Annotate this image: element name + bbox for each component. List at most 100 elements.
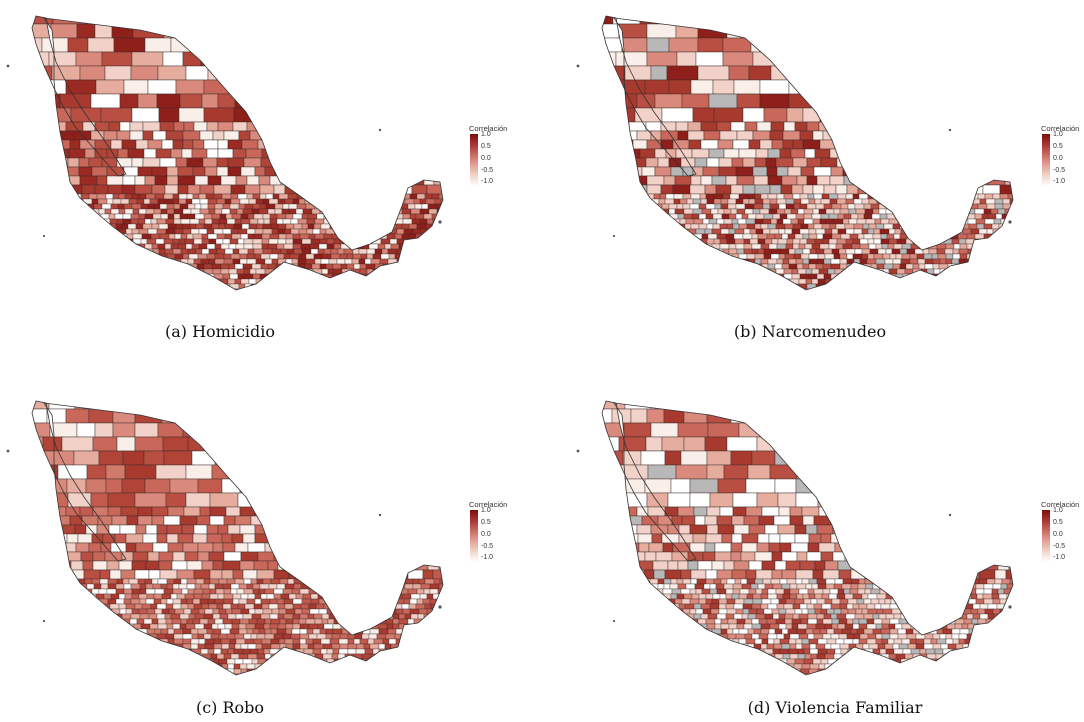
municipality [626, 228, 637, 235]
municipality [127, 268, 136, 275]
municipality [109, 648, 117, 655]
municipality [157, 623, 168, 630]
municipality [167, 542, 184, 553]
municipality [318, 288, 328, 290]
municipality [642, 263, 653, 270]
municipality [193, 593, 203, 600]
municipality [228, 243, 237, 250]
municipality [284, 583, 295, 590]
municipality [434, 515, 443, 526]
municipality [845, 273, 855, 280]
municipality [359, 478, 390, 494]
municipality [69, 213, 79, 220]
municipality [239, 618, 250, 625]
island [438, 220, 442, 224]
municipality [70, 628, 78, 635]
municipality [370, 258, 381, 265]
municipality [284, 436, 310, 452]
municipality [711, 175, 727, 186]
municipality [997, 268, 1006, 275]
municipality [39, 263, 47, 270]
municipality [915, 278, 925, 285]
municipality [223, 130, 240, 141]
municipality [364, 603, 372, 610]
municipality [102, 668, 113, 675]
municipality [289, 253, 300, 260]
municipality [602, 248, 604, 255]
municipality [150, 218, 158, 225]
municipality [253, 560, 269, 571]
municipality [434, 633, 442, 640]
municipality [208, 208, 216, 215]
municipality [751, 233, 759, 240]
municipality [445, 259, 453, 264]
municipality [236, 588, 245, 595]
municipality [214, 598, 225, 605]
municipality [899, 263, 907, 270]
municipality [57, 524, 76, 535]
municipality [607, 203, 618, 210]
municipality [674, 278, 682, 285]
municipality [162, 51, 184, 67]
municipality [110, 258, 120, 265]
municipality [388, 578, 398, 585]
municipality [407, 569, 424, 580]
municipality [129, 130, 144, 141]
municipality [422, 16, 441, 25]
municipality [698, 203, 707, 210]
municipality [831, 233, 842, 240]
municipality [142, 658, 153, 665]
municipality [207, 198, 218, 205]
municipality [830, 166, 844, 177]
municipality [256, 422, 281, 438]
municipality [682, 238, 693, 245]
municipality [604, 273, 612, 280]
municipality [939, 478, 957, 494]
municipality [32, 663, 42, 670]
municipality [83, 633, 94, 640]
municipality [173, 283, 184, 290]
municipality [859, 268, 868, 275]
municipality [793, 294, 802, 299]
municipality [39, 608, 48, 615]
municipality [812, 130, 824, 141]
municipality [406, 679, 413, 684]
municipality [909, 294, 916, 299]
municipality [875, 401, 907, 410]
municipality [368, 583, 376, 590]
municipality [269, 598, 278, 605]
municipality [349, 658, 360, 665]
municipality [325, 633, 333, 640]
municipality [874, 450, 906, 466]
municipality [46, 588, 56, 595]
municipality [770, 218, 778, 225]
municipality [687, 263, 698, 270]
municipality [61, 213, 71, 220]
municipality [404, 583, 414, 590]
municipality [167, 628, 175, 635]
municipality [162, 668, 173, 675]
municipality [261, 638, 272, 645]
municipality [132, 551, 149, 562]
municipality [93, 263, 102, 270]
municipality [318, 243, 328, 250]
municipality [151, 263, 160, 270]
municipality [602, 228, 613, 235]
municipality [293, 583, 302, 590]
municipality [87, 673, 98, 675]
municipality [54, 658, 64, 665]
municipality [302, 208, 313, 215]
municipality [115, 583, 125, 590]
municipality [95, 223, 103, 230]
municipality [921, 213, 930, 220]
municipality [745, 506, 763, 517]
municipality [848, 218, 858, 225]
municipality [221, 569, 234, 580]
municipality [871, 213, 881, 220]
municipality [284, 679, 291, 684]
municipality [276, 243, 285, 250]
municipality [122, 175, 136, 186]
municipality [627, 258, 636, 265]
municipality [783, 193, 794, 200]
municipality [32, 603, 34, 610]
